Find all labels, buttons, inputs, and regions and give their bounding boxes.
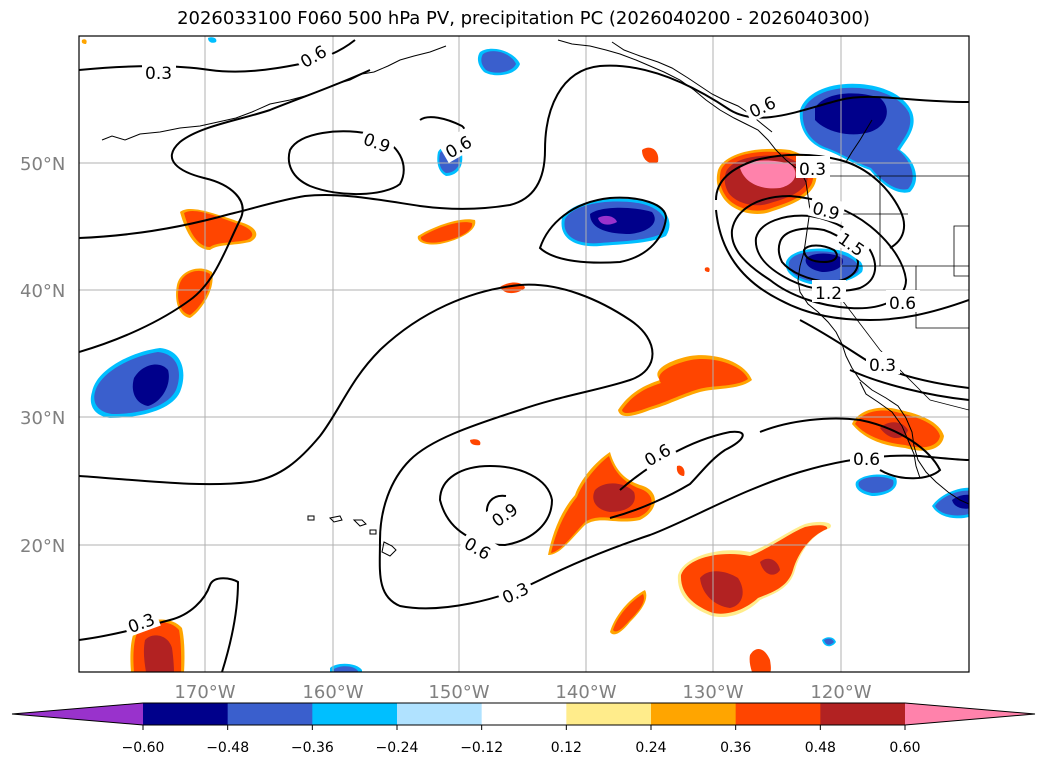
contour-label: 0.6 (889, 294, 916, 314)
colorbar-segment (397, 703, 483, 725)
colorbar-segment (312, 703, 398, 725)
colorbar-tick-label: 0.48 (805, 740, 836, 756)
colorbar-extend-low (12, 703, 143, 725)
lon-label-150w: 150°W (428, 682, 489, 703)
colorbar-tick-label: −0.24 (376, 740, 419, 756)
lat-label-40n: 40°N (20, 281, 65, 302)
colorbar: −0.60 −0.48 −0.36 −0.24 −0.12 0.12 0.24 0.36 0.4… (11, 702, 1036, 756)
colorbar-tick-label: 0.12 (551, 740, 582, 756)
lat-label-20n: 20°N (20, 536, 65, 557)
lon-label-170w: 170°W (174, 682, 235, 703)
colorbar-tick-label: −0.36 (291, 740, 334, 756)
lat-label-30n: 30°N (20, 408, 65, 429)
colorbar-segment (227, 703, 313, 725)
colorbar-extend-high (905, 703, 1035, 725)
lon-label-130w: 130°W (682, 682, 743, 703)
colorbar-tick-label: 0.60 (889, 740, 920, 756)
colorbar-tick-label: −0.48 (206, 740, 249, 756)
lon-label-160w: 160°W (302, 682, 363, 703)
political-borders (808, 175, 969, 411)
lon-label-120w: 120°W (810, 682, 871, 703)
contour-labels: 0.3 0.6 0.9 0.6 0.6 0.3 0.9 1.5 1.2 0.6 … (121, 36, 920, 638)
contour-label: 0.3 (799, 160, 826, 180)
longitude-labels: 170°W 160°W 150°W 140°W 130°W 120°W (174, 682, 871, 703)
colorbar-tick-label: 0.24 (635, 740, 666, 756)
contour-label: 1.2 (815, 284, 842, 304)
lon-label-140w: 140°W (555, 682, 616, 703)
latitude-labels: 50°N 40°N 30°N 20°N (20, 154, 65, 557)
colorbar-segment (820, 703, 906, 725)
colorbar-tick-label: 0.36 (720, 740, 751, 756)
colorbar-tick-label: −0.12 (460, 740, 503, 756)
lat-label-50n: 50°N (20, 154, 65, 175)
colorbar-segment (566, 703, 652, 725)
contour-label: 0.3 (145, 64, 172, 84)
contour-label: 0.6 (853, 450, 880, 470)
colorbar-tick-label: −0.60 (122, 740, 165, 756)
map-frame (78, 35, 970, 673)
contour-label: 0.3 (869, 356, 896, 376)
colorbar-segment (651, 703, 737, 725)
colorbar-segment (481, 703, 567, 725)
colorbar-segment (143, 703, 229, 725)
map-title: 2026033100 F060 500 hPa PV, precipitatio… (177, 8, 870, 29)
colorbar-segment (735, 703, 821, 725)
precip-field (81, 37, 969, 672)
